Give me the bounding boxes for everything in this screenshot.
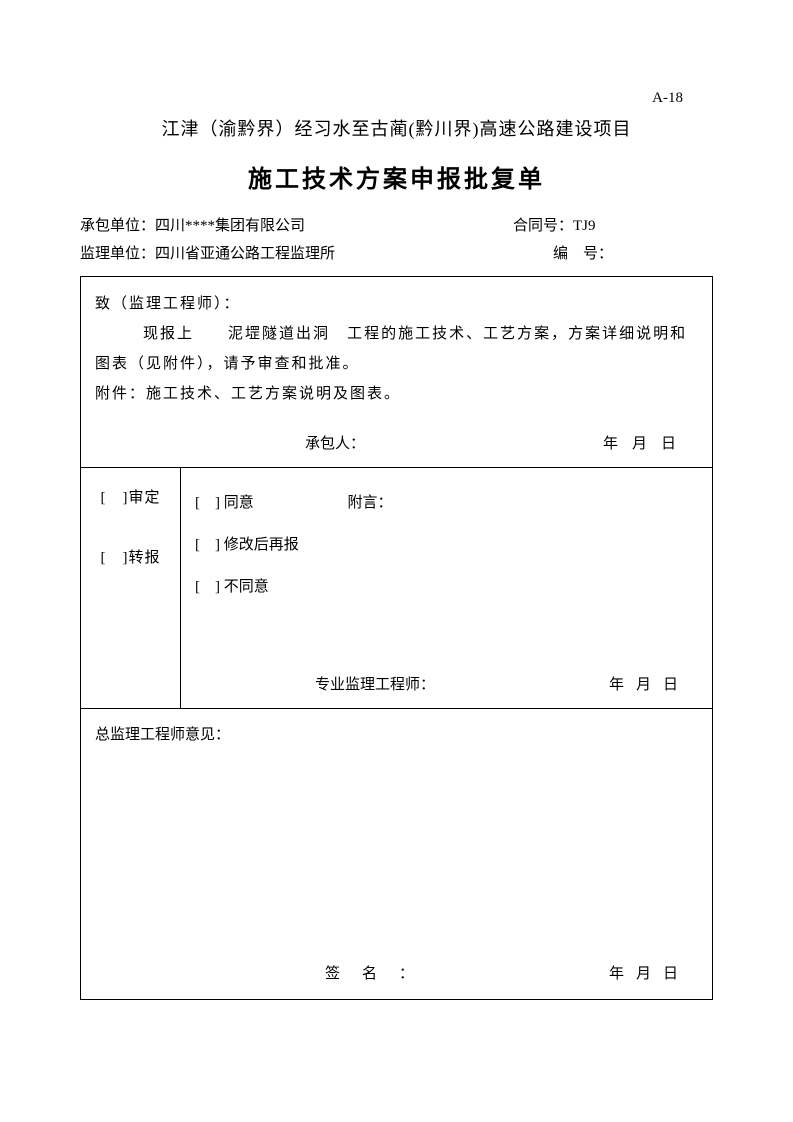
contract-no-label: 合同号：	[513, 218, 573, 234]
checkbox-review[interactable]: [ ]审定	[81, 468, 180, 528]
contractor-sign-label: 承包人：	[305, 432, 365, 453]
chief-opinion-label: 总监理工程师意见：	[95, 723, 698, 744]
document-number: A-18	[80, 90, 713, 107]
engineer-sign-label: 专业监理工程师：	[315, 673, 435, 694]
contractor-signature-line: 承包人： 年月日	[81, 432, 712, 453]
review-decision-cell: [ ] 同意 附言： [ ] 修改后再报 [ ] 不同意 专业监理工程师： 年月…	[181, 468, 712, 708]
review-type-cell: [ ]审定 [ ]转报	[81, 468, 181, 709]
submission-line2: 图表（见附件），请予审查和批准。	[95, 349, 698, 379]
contractor-value: 四川****集团有限公司	[155, 218, 305, 234]
checkbox-revise[interactable]: [ ] 修改后再报	[195, 524, 698, 566]
engineer-sign-date: 年月日	[609, 673, 698, 694]
checkbox-agree[interactable]: [ ] 同意	[195, 495, 254, 511]
supervisor-label: 监理单位：	[80, 246, 155, 262]
contractor-sign-date: 年月日	[603, 432, 698, 453]
checkbox-forward[interactable]: [ ]转报	[81, 528, 180, 588]
main-form-table: 致（监理工程师）： 现报上 泥堽隧道出洞 工程的施工技术、工艺方案，方案详细说明…	[80, 276, 713, 1000]
project-title: 江津（渝黔界）经习水至古蔺(黔川界)高速公路建设项目	[80, 115, 713, 141]
checkbox-disagree[interactable]: [ ] 不同意	[195, 566, 698, 608]
submission-line1: 现报上 泥堽隧道出洞 工程的施工技术、工艺方案，方案详细说明和	[95, 319, 698, 349]
header-info: 承包单位：四川****集团有限公司 合同号：TJ9 监理单位：四川省亚通公路工程…	[80, 212, 713, 268]
contractor-label: 承包单位：	[80, 218, 155, 234]
serial-no-label: 编 号：	[553, 246, 613, 262]
chief-sign-date: 年月日	[609, 962, 698, 983]
form-title: 施工技术方案申报批复单	[80, 159, 713, 194]
chief-opinion-cell: 总监理工程师意见： 签名： 年月日	[81, 709, 712, 999]
note-label: 附言：	[348, 482, 393, 524]
supervisor-value: 四川省亚通公路工程监理所	[155, 246, 335, 262]
engineer-signature-line: 专业监理工程师： 年月日	[181, 673, 712, 694]
contract-no-value: TJ9	[573, 218, 596, 234]
chief-sign-label: 签名：	[325, 962, 436, 983]
option-agree-row: [ ] 同意 附言：	[195, 482, 698, 524]
attachment-line: 附件：施工技术、工艺方案说明及图表。	[95, 379, 698, 409]
chief-signature-line: 签名： 年月日	[81, 962, 712, 983]
section-submission: 致（监理工程师）： 现报上 泥堽隧道出洞 工程的施工技术、工艺方案，方案详细说明…	[81, 277, 712, 467]
page-container: A-18 江津（渝黔界）经习水至古蔺(黔川界)高速公路建设项目 施工技术方案申报…	[0, 0, 793, 1060]
to-supervisor-label: 致（监理工程师）：	[95, 289, 698, 319]
